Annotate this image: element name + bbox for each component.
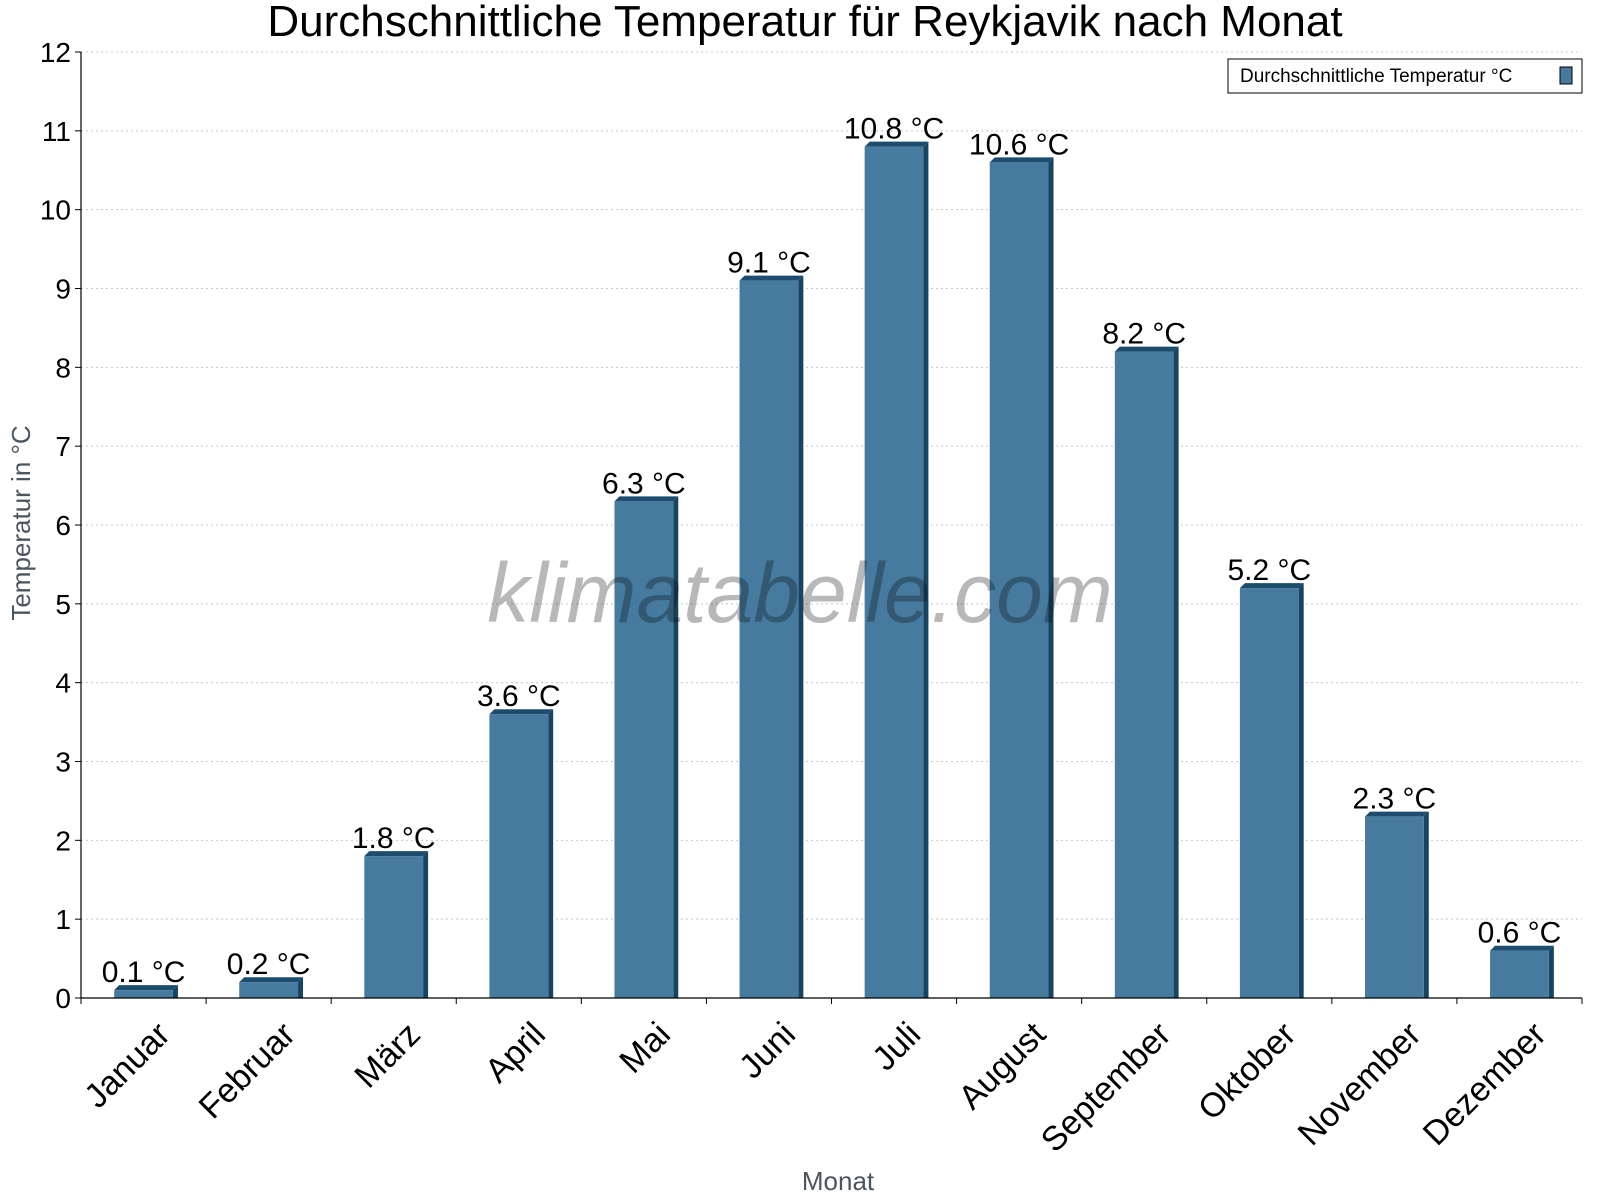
chart-title: Durchschnittliche Temperatur für Reykjav… xyxy=(267,0,1342,46)
bar-top xyxy=(614,496,679,502)
bar xyxy=(1490,950,1549,998)
bar-side xyxy=(673,496,679,998)
bar-top xyxy=(864,141,929,147)
watermark: klimatabelle.com xyxy=(487,546,1113,640)
y-axis-label: Temperatur in °C xyxy=(6,425,36,620)
y-tick-label: 6 xyxy=(55,510,71,541)
y-tick-label: 12 xyxy=(40,37,71,68)
bar xyxy=(739,280,799,998)
data-label: 1.8 °C xyxy=(352,822,436,855)
x-tick-label: Februar xyxy=(192,1015,303,1126)
bar-side xyxy=(1423,811,1429,998)
bar xyxy=(489,714,549,998)
bar xyxy=(989,162,1049,998)
bar-side xyxy=(1548,945,1554,998)
y-tick-label: 11 xyxy=(42,116,71,147)
bar-top xyxy=(989,157,1054,163)
bar-top xyxy=(1364,811,1429,817)
bar-top xyxy=(489,709,554,715)
bar xyxy=(1239,588,1299,998)
bar-side xyxy=(423,851,429,998)
data-label: 9.1 °C xyxy=(727,247,811,280)
bar xyxy=(114,990,173,998)
legend-label: Durchschnittliche Temperatur °C xyxy=(1240,66,1512,87)
x-axis-ticks: Januar Februar März April Mai Juni Juli AugustS… xyxy=(77,998,1583,1160)
bar xyxy=(364,856,424,998)
x-axis-label: Monat xyxy=(802,1166,875,1196)
y-tick-label: 8 xyxy=(55,352,71,383)
x-tick-label: September xyxy=(1034,1015,1178,1159)
data-label: 0.2 °C xyxy=(227,948,311,981)
data-label: 5.2 °C xyxy=(1227,554,1311,587)
y-tick-label: 3 xyxy=(55,747,71,778)
y-tick-label: 0 xyxy=(55,983,71,1014)
data-label: 10.8 °C xyxy=(844,113,944,146)
x-tick-label: Januar xyxy=(77,1015,177,1115)
grid-lines xyxy=(81,51,1582,920)
y-tick-label: 5 xyxy=(55,589,71,620)
x-tick-label: Dezember xyxy=(1416,1015,1554,1153)
data-label: 10.6 °C xyxy=(969,128,1069,161)
bar-side xyxy=(798,275,804,998)
bar xyxy=(1364,816,1424,998)
bar-side xyxy=(298,977,304,998)
legend: Durchschnittliche Temperatur °C xyxy=(1227,58,1583,94)
bar-top xyxy=(364,851,429,857)
bar-side xyxy=(1048,157,1054,998)
bar-top xyxy=(1239,583,1304,589)
bar-side xyxy=(923,141,929,999)
data-label: 0.1 °C xyxy=(102,956,186,989)
data-label: 3.6 °C xyxy=(477,680,561,713)
legend-swatch xyxy=(1559,66,1573,85)
x-tick-label: Oktober xyxy=(1191,1015,1303,1127)
y-tick-label: 7 xyxy=(55,431,71,462)
bar-top xyxy=(239,977,304,983)
bar xyxy=(239,982,299,998)
x-tick-label: Mai xyxy=(612,1015,678,1081)
x-tick-label: März xyxy=(347,1015,427,1095)
bar xyxy=(1114,351,1174,999)
x-tick-label: Juli xyxy=(865,1015,928,1078)
bar xyxy=(864,146,924,999)
data-label: 2.3 °C xyxy=(1353,783,1437,816)
data-labels: 0.1 °C 0.2 °C 1.8 °C 3.6 °C 6.3 °C 9.1 °C 10.8… xyxy=(102,113,1562,990)
legend-box xyxy=(1227,58,1583,94)
x-tick-label: April xyxy=(478,1015,553,1090)
data-label: 8.2 °C xyxy=(1102,318,1186,351)
bars xyxy=(114,141,1554,999)
bar-top xyxy=(114,985,178,991)
x-tick-label: November xyxy=(1291,1015,1429,1153)
data-label: 6.3 °C xyxy=(602,467,686,500)
bar-top xyxy=(1114,346,1179,352)
y-tick-label: 10 xyxy=(40,195,71,226)
bar xyxy=(614,501,674,998)
bar-side xyxy=(548,709,554,998)
data-label: 0.6 °C xyxy=(1478,917,1562,950)
y-tick-label: 2 xyxy=(55,825,71,856)
bar-side xyxy=(1173,346,1179,999)
y-tick-label: 1 xyxy=(55,904,71,935)
bar-top xyxy=(1490,945,1554,951)
bar-top xyxy=(739,275,804,281)
x-tick-label: August xyxy=(951,1015,1053,1117)
y-tick-label: 4 xyxy=(55,668,71,699)
y-tick-label: 9 xyxy=(55,274,71,305)
x-tick-label: Juni xyxy=(732,1015,803,1086)
bar-side xyxy=(1298,583,1304,998)
bar-side xyxy=(172,985,178,998)
